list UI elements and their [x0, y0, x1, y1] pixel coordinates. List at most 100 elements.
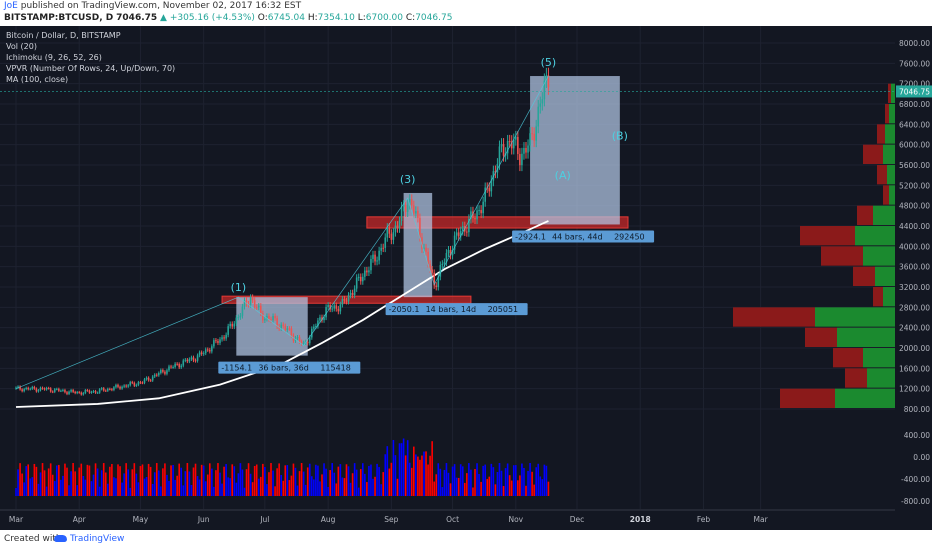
candle-body — [380, 247, 382, 251]
candle-body — [243, 300, 246, 307]
volume-bar — [421, 455, 423, 496]
vpvr-down-bar — [805, 327, 837, 347]
candle-body — [29, 388, 32, 390]
vpvr-down-bar — [780, 388, 835, 408]
volume-bar — [457, 477, 460, 496]
volume-bar — [433, 481, 435, 496]
volume-bar — [260, 476, 262, 496]
candle-body — [368, 270, 370, 273]
volume-bar — [37, 483, 40, 496]
candle-body — [137, 382, 140, 385]
volume-bar — [149, 466, 152, 496]
candle-body — [245, 300, 248, 304]
volume-bar — [111, 464, 113, 496]
volume-bar — [241, 469, 244, 496]
volume-bar — [406, 440, 409, 496]
volume-bar — [133, 463, 136, 496]
candle-body — [164, 371, 166, 374]
volume-bar — [396, 478, 399, 496]
volume-bar — [333, 472, 336, 496]
candle-body — [482, 201, 484, 214]
volume-bar — [431, 441, 433, 496]
candle-body — [386, 227, 389, 238]
time-tick-label: Mar — [754, 515, 769, 524]
price-chart[interactable]: (1) (3) (5) (A) (B) -1154.1 36 bars, 36d 11541… — [0, 26, 932, 530]
candle-body — [174, 363, 176, 367]
candle-body — [264, 318, 266, 321]
candle-body — [241, 306, 244, 316]
volume-bar — [313, 479, 315, 496]
volume-bar — [425, 451, 427, 496]
candle-body — [359, 276, 362, 282]
low-value: 6700.00 — [365, 13, 403, 23]
chart-area[interactable]: (1) (3) (5) (A) (B) -1154.1 36 bars, 36d 11541… — [0, 26, 932, 530]
volume-bar — [255, 464, 258, 496]
candle-body — [196, 355, 199, 361]
volume-tick-label: -400.00 — [901, 475, 930, 484]
volume-bar — [209, 463, 211, 496]
candle-body — [17, 386, 19, 388]
candle-body — [92, 391, 95, 393]
price-tick-label: 6000.00 — [899, 141, 930, 150]
measure-label-price: -2924.1 — [515, 232, 546, 241]
volume-bar — [206, 474, 209, 496]
volume-bar — [182, 485, 185, 496]
open-label: O: — [257, 13, 268, 23]
volume-bar — [531, 471, 533, 496]
candle-body — [266, 316, 268, 319]
time-tick-label: Sep — [384, 515, 398, 524]
candle-body — [113, 387, 115, 390]
volume-bar — [445, 463, 448, 496]
volume-bar — [166, 474, 168, 496]
volume-bar — [372, 478, 374, 496]
candle-body — [129, 382, 132, 386]
tradingview-brand[interactable]: TradingView — [54, 534, 124, 544]
volume-bar — [194, 463, 197, 496]
candle-body — [417, 210, 419, 218]
candle-body — [343, 299, 346, 301]
measure-label-bg — [218, 361, 361, 374]
publish-header: JoE published on TradingView.com, Novemb… — [0, 0, 932, 26]
wave-label: (A) — [555, 169, 571, 182]
candle-body — [476, 210, 478, 220]
volume-bar — [504, 468, 507, 496]
volume-bar — [415, 454, 417, 496]
volume-bar — [268, 472, 270, 496]
volume-bar — [64, 463, 66, 496]
time-tick-label: Nov — [508, 515, 523, 524]
candle-body — [221, 337, 223, 340]
candle-body — [33, 386, 36, 389]
candle-body — [90, 391, 93, 393]
volume-bar — [162, 468, 164, 496]
legend-item-ichimoku: Ichimoku (9, 26, 52, 26) — [6, 53, 102, 62]
volume-bar — [117, 464, 119, 496]
volume-bar — [96, 468, 99, 496]
volume-bar — [282, 480, 285, 496]
volume-bar — [500, 470, 503, 496]
volume-bar — [266, 484, 268, 496]
candle-body — [406, 204, 409, 212]
candle-body — [74, 391, 76, 394]
candle-body — [480, 210, 482, 214]
volume-bar — [215, 470, 217, 496]
candle-body — [351, 292, 354, 295]
volume-bar — [92, 474, 95, 496]
candle-body — [547, 75, 550, 88]
candle-body — [186, 359, 189, 362]
volume-bar — [227, 477, 229, 496]
candle-body — [396, 225, 399, 229]
high-value: 7354.10 — [317, 13, 355, 23]
author-link[interactable]: JoE — [4, 1, 18, 11]
volume-bar — [441, 487, 444, 496]
change: +305.16 (+4.53%) — [169, 13, 255, 23]
volume-bar — [374, 476, 376, 496]
candle-body — [260, 305, 262, 314]
candle-body — [86, 390, 89, 392]
volume-bar — [480, 481, 482, 496]
volume-bar — [300, 463, 303, 496]
volume-bar — [510, 480, 513, 496]
volume-bar — [280, 474, 282, 496]
volume-bar — [274, 486, 276, 496]
price-tick-label: 4000.00 — [899, 242, 930, 251]
volume-bar — [115, 478, 117, 496]
